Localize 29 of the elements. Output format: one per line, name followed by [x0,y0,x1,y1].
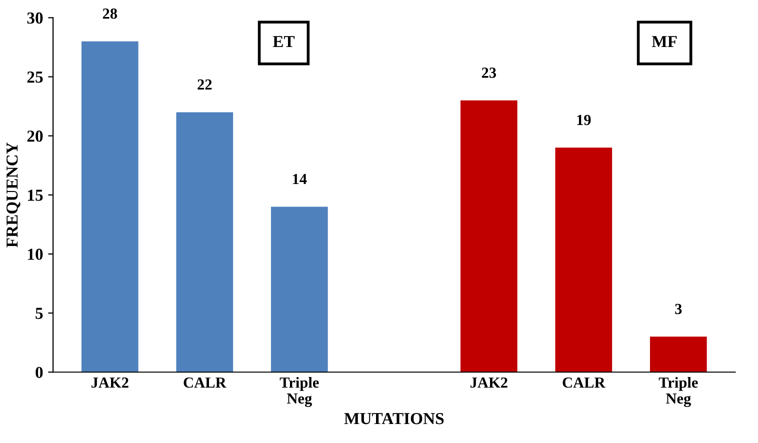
data-label: 3 [675,304,682,314]
data-label: 28 [102,8,118,19]
x-tick-label: CALR [184,377,226,388]
annotation: MF [652,36,677,48]
data-label: 23 [482,68,496,78]
x-tick-label: CALR [562,377,606,388]
x-axis-title: MUTATIONS [344,413,444,424]
x-tick-label: Triple Neg [658,376,698,407]
bar [176,112,234,372]
bar [270,206,328,372]
data-label: 14 [292,174,307,184]
y-axis-title: FREQUENCY [6,142,20,248]
data-label: 19 [577,114,591,126]
y-tick-label: 5 [36,308,43,319]
annotation: ET [272,36,295,48]
bar [460,100,518,372]
x-tick-label: JAK2 [91,377,128,388]
y-tick-label: 15 [28,190,43,201]
bar [650,336,707,372]
y-tick-label: 10 [28,248,43,260]
y-tick-label: 0 [36,366,43,378]
y-tick-label: 20 [27,130,43,142]
x-tick-label: JAK2 [470,377,508,388]
y-tick-label: 25 [27,72,43,83]
y-tick-label: 30 [27,12,43,24]
data-label: 22 [198,79,212,90]
bar [555,148,612,372]
x-tick-label: Triple Neg [280,376,319,407]
bar [81,41,138,372]
